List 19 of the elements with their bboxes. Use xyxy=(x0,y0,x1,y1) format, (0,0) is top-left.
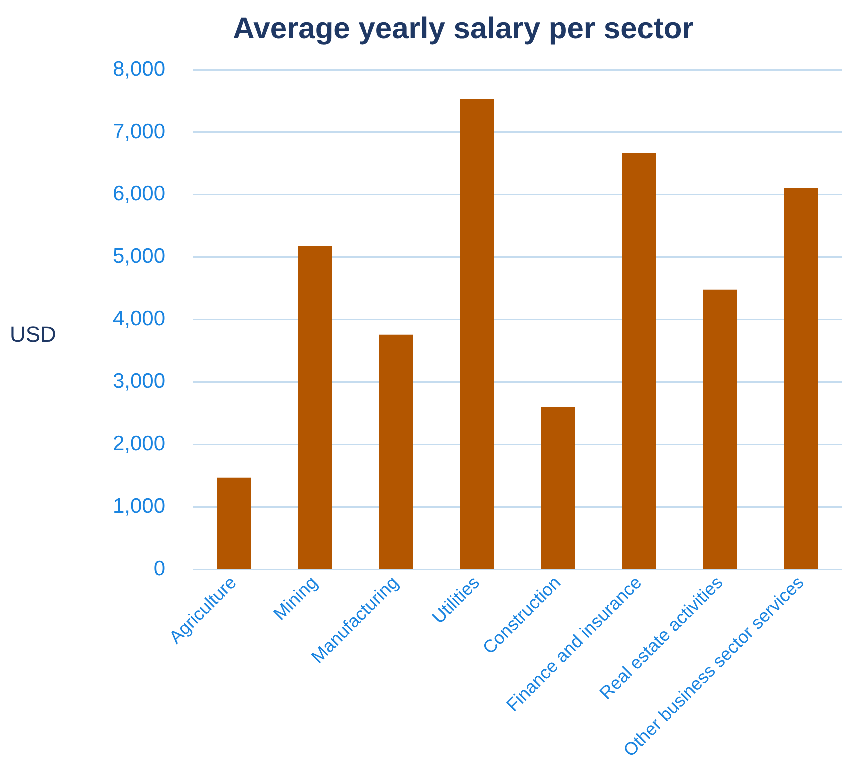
y-tick-label: 0 xyxy=(154,558,166,581)
y-tick-label: 3,000 xyxy=(112,370,166,394)
bar xyxy=(379,334,414,569)
bar xyxy=(784,188,818,569)
y-tick-label: 6,000 xyxy=(112,182,166,206)
bar xyxy=(217,478,252,569)
y-tick-label: 4,000 xyxy=(112,308,166,331)
y-tick-label: 2,000 xyxy=(112,432,166,456)
y-tick-label: 5,000 xyxy=(112,245,166,268)
y-axis-title: USD xyxy=(10,322,56,348)
y-tick-label: 8,000 xyxy=(112,58,166,81)
bar xyxy=(622,153,656,569)
chart-title: Average yearly salary per sector xyxy=(233,12,694,46)
bar xyxy=(703,290,738,569)
bar xyxy=(541,407,576,569)
bar xyxy=(460,99,494,569)
bar xyxy=(298,246,332,569)
y-tick-label: 7,000 xyxy=(112,120,166,144)
y-tick-label: 1,000 xyxy=(112,495,166,518)
